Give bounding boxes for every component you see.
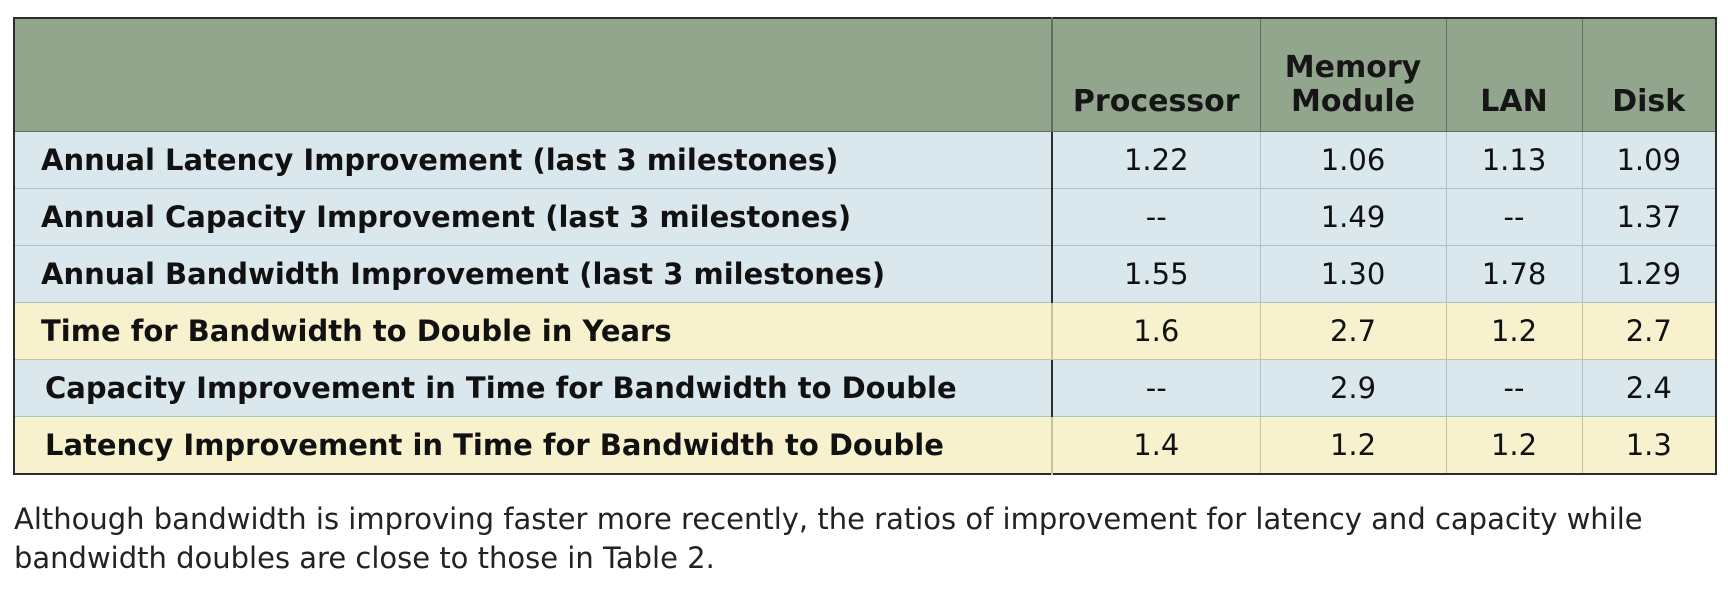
improvement-table-container: Processor Memory Module LAN Disk Annual … [13,17,1717,475]
header-corner-cell [13,17,1053,132]
table-row-annual-bandwidth: Annual Bandwidth Improvement (last 3 mil… [13,245,1717,303]
header-disk: Disk [1581,17,1717,132]
cell-disk: 1.29 [1581,245,1717,303]
cell-processor: 1.22 [1051,131,1261,189]
cell-processor: -- [1051,359,1261,417]
table-row-capacity-improvement: Capacity Improvement in Time for Bandwid… [13,359,1717,417]
header-memory-module: Memory Module [1259,17,1447,132]
cell-memory-module: 1.49 [1259,188,1447,246]
cell-lan: -- [1445,188,1583,246]
cell-disk: 2.4 [1581,359,1717,417]
improvement-table: Processor Memory Module LAN Disk Annual … [13,17,1717,475]
cell-lan: 1.2 [1445,416,1583,475]
row-label: Annual Bandwidth Improvement (last 3 mil… [13,245,1053,303]
cell-disk: 1.3 [1581,416,1717,475]
cell-lan: 1.13 [1445,131,1583,189]
cell-memory-module: 2.9 [1259,359,1447,417]
table-caption: Although bandwidth is improving faster m… [14,502,1643,575]
cell-processor: 1.55 [1051,245,1261,303]
cell-disk: 2.7 [1581,302,1717,360]
row-label: Capacity Improvement in Time for Bandwid… [13,359,1053,417]
table-row-latency-improvement: Latency Improvement in Time for Bandwidt… [13,416,1717,475]
cell-processor: 1.4 [1051,416,1261,475]
cell-lan: -- [1445,359,1583,417]
cell-disk: 1.37 [1581,188,1717,246]
row-label: Annual Capacity Improvement (last 3 mile… [13,188,1053,246]
cell-memory-module: 1.06 [1259,131,1447,189]
row-label: Annual Latency Improvement (last 3 miles… [13,131,1053,189]
cell-lan: 1.78 [1445,245,1583,303]
cell-processor: -- [1051,188,1261,246]
row-label: Latency Improvement in Time for Bandwidt… [13,416,1053,475]
cell-memory-module: 2.7 [1259,302,1447,360]
header-lan: LAN [1445,17,1583,132]
cell-memory-module: 1.30 [1259,245,1447,303]
table-header-row: Processor Memory Module LAN Disk [13,17,1717,132]
cell-processor: 1.6 [1051,302,1261,360]
cell-memory-module: 1.2 [1259,416,1447,475]
table-row-annual-capacity: Annual Capacity Improvement (last 3 mile… [13,188,1717,246]
header-processor: Processor [1051,17,1261,132]
table-row-bandwidth-double-time: Time for Bandwidth to Double in Years 1.… [13,302,1717,360]
cell-lan: 1.2 [1445,302,1583,360]
table-row-annual-latency: Annual Latency Improvement (last 3 miles… [13,131,1717,189]
row-label: Time for Bandwidth to Double in Years [13,302,1053,360]
cell-disk: 1.09 [1581,131,1717,189]
